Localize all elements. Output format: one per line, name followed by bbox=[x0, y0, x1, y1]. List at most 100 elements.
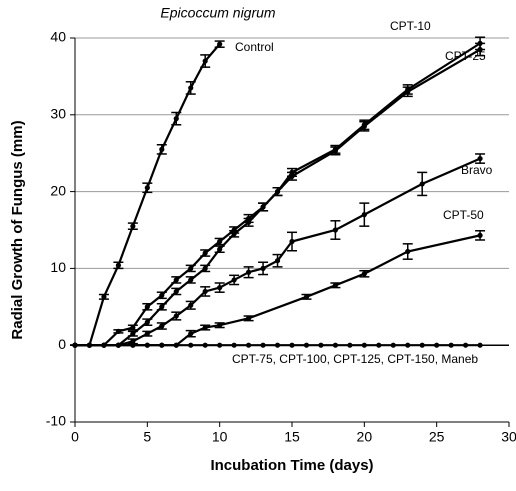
point bbox=[477, 46, 483, 53]
point bbox=[289, 342, 295, 348]
point bbox=[188, 342, 194, 348]
point bbox=[274, 258, 281, 264]
point bbox=[246, 315, 252, 321]
x-tick-label: 10 bbox=[212, 429, 228, 445]
x-tick-label: 15 bbox=[284, 429, 300, 445]
point bbox=[274, 342, 281, 348]
point bbox=[217, 41, 223, 47]
point bbox=[246, 269, 252, 275]
point bbox=[376, 342, 382, 348]
point bbox=[159, 323, 165, 329]
point bbox=[332, 282, 338, 288]
x-tick-label: 20 bbox=[357, 429, 373, 445]
x-tick-label: 0 bbox=[71, 429, 79, 445]
point bbox=[246, 219, 252, 225]
point bbox=[332, 342, 338, 348]
point bbox=[130, 324, 136, 331]
point bbox=[144, 342, 150, 348]
point bbox=[405, 342, 411, 348]
series-line bbox=[75, 43, 221, 347]
y-tick-label: -10 bbox=[46, 413, 66, 429]
point bbox=[202, 324, 208, 331]
point bbox=[361, 271, 367, 277]
point bbox=[115, 262, 121, 268]
point bbox=[434, 342, 440, 348]
point bbox=[188, 302, 194, 308]
point bbox=[405, 89, 411, 95]
point bbox=[202, 250, 208, 256]
point bbox=[361, 123, 367, 129]
x-axis-label: Incubation Time (days) bbox=[210, 457, 373, 474]
series-label: Bravo bbox=[461, 163, 493, 177]
point bbox=[318, 342, 324, 348]
series-line bbox=[75, 48, 481, 347]
point bbox=[144, 331, 150, 337]
point bbox=[130, 331, 136, 337]
point bbox=[202, 288, 208, 295]
point bbox=[101, 342, 107, 348]
series-label: CPT-25 bbox=[445, 49, 486, 63]
y-tick-label: 20 bbox=[50, 182, 66, 198]
point bbox=[289, 173, 295, 179]
point bbox=[115, 328, 121, 334]
point bbox=[130, 342, 136, 348]
point bbox=[217, 285, 223, 291]
point bbox=[347, 342, 353, 348]
point bbox=[173, 342, 179, 348]
series-line bbox=[75, 157, 481, 347]
point bbox=[463, 342, 469, 348]
point bbox=[188, 85, 194, 91]
point bbox=[159, 292, 165, 298]
point bbox=[231, 231, 237, 237]
y-tick-label: 40 bbox=[50, 29, 66, 45]
series-label: CPT-50 bbox=[443, 208, 484, 222]
point bbox=[101, 294, 107, 300]
point bbox=[477, 155, 483, 162]
chart-title: Epicoccum nigrum bbox=[160, 5, 275, 21]
y-tick-label: 0 bbox=[58, 336, 66, 352]
point bbox=[217, 342, 223, 348]
point bbox=[477, 232, 483, 238]
point bbox=[448, 342, 454, 348]
point bbox=[231, 342, 237, 348]
point bbox=[159, 304, 165, 310]
series-label: Control bbox=[235, 40, 274, 54]
point bbox=[144, 319, 150, 325]
point bbox=[332, 148, 338, 154]
point bbox=[231, 277, 237, 283]
point bbox=[130, 223, 136, 229]
point bbox=[217, 322, 223, 328]
point bbox=[173, 277, 179, 283]
point bbox=[303, 294, 310, 300]
x-tick-label: 5 bbox=[143, 429, 151, 445]
point bbox=[217, 238, 223, 245]
y-axis-label: Radial Growth of Fungus (mm) bbox=[9, 120, 26, 339]
x-tick-label: 30 bbox=[501, 429, 516, 445]
point bbox=[332, 227, 338, 233]
point bbox=[144, 304, 150, 310]
point bbox=[477, 342, 483, 348]
x-tick-label: 25 bbox=[429, 429, 445, 445]
point bbox=[173, 116, 179, 122]
point bbox=[173, 288, 179, 295]
point bbox=[202, 265, 208, 271]
point bbox=[303, 342, 310, 348]
point bbox=[289, 238, 295, 245]
point bbox=[361, 212, 367, 218]
point bbox=[72, 342, 78, 348]
series-label: CPT-75, CPT-100, CPT-125, CPT-150, Maneb bbox=[232, 352, 478, 366]
point bbox=[173, 313, 179, 319]
y-tick-label: 10 bbox=[50, 259, 66, 275]
point bbox=[390, 342, 396, 348]
series-line bbox=[75, 234, 481, 347]
point bbox=[159, 342, 165, 348]
point bbox=[274, 189, 281, 195]
point bbox=[86, 342, 93, 348]
point bbox=[419, 181, 425, 187]
point bbox=[159, 146, 165, 152]
point bbox=[188, 277, 194, 283]
point bbox=[115, 342, 121, 348]
point bbox=[405, 248, 411, 255]
point bbox=[188, 265, 194, 271]
